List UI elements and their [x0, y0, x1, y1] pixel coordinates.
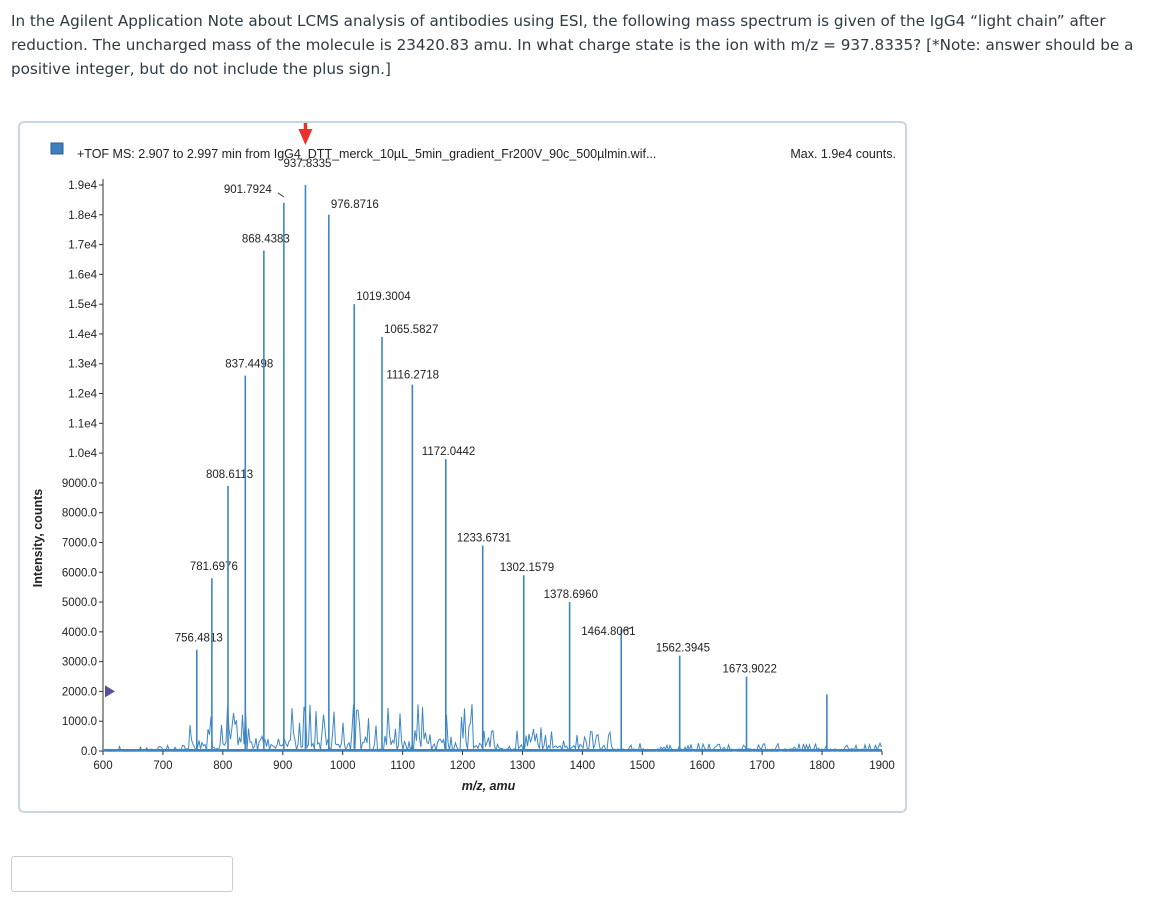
peak-label: 1233.6731 [457, 532, 511, 544]
max-counts-label: Max. 1.9e4 counts. [790, 147, 896, 161]
y-tick-label: 1.9e4 [68, 180, 97, 192]
y-tick-label: 5000.0 [62, 597, 97, 609]
x-tick-label: 1000 [330, 760, 356, 772]
x-axis-label: m/z, amu [462, 779, 516, 793]
peak-label: 1019.3004 [356, 291, 411, 303]
legend-swatch [50, 142, 64, 155]
mass-spectrum-figure: +TOF MS: 2.907 to 2.997 min from IgG4_DT… [18, 121, 907, 813]
mass-spectrum-chart: +TOF MS: 2.907 to 2.997 min from IgG4_DT… [31, 123, 896, 793]
x-tick-label: 1800 [809, 760, 835, 772]
peak-label: 1673.9022 [723, 664, 777, 676]
answer-input[interactable] [11, 856, 233, 892]
y-tick-label: 2000.0 [62, 686, 97, 698]
y-axis-label: Intensity, counts [31, 489, 45, 587]
y-tick-label: 7000.0 [62, 537, 97, 549]
peak-label: 901.7924 [224, 184, 273, 196]
x-tick-label: 1100 [390, 760, 415, 772]
y-tick-label: 1.6e4 [68, 269, 97, 281]
threshold-marker-icon [105, 685, 115, 698]
peak-label: 1172.0442 [422, 446, 476, 458]
x-tick-label: 1600 [689, 760, 715, 772]
y-tick-label: 4000.0 [62, 627, 97, 639]
y-tick-label: 8000.0 [62, 508, 97, 520]
y-tick-label: 0.0 [81, 746, 97, 758]
y-tick-label: 1.5e4 [68, 299, 97, 311]
x-tick-label: 1500 [630, 760, 656, 772]
red-arrow-head-icon [298, 129, 313, 145]
x-tick-label: 600 [93, 760, 112, 772]
y-tick-label: 1.3e4 [68, 359, 97, 371]
label-leader [277, 192, 285, 198]
peak-label: 1116.2718 [386, 370, 439, 382]
baseline-trace [102, 704, 882, 753]
peak-label: 808.6113 [206, 469, 253, 481]
y-tick-label: 1000.0 [62, 716, 97, 728]
peak-label: 1378.6960 [544, 589, 598, 601]
peak-label: 937.8335 [283, 158, 331, 170]
peak-label: 868.4383 [242, 234, 290, 246]
peak-label: 1464.8061 [581, 626, 635, 638]
y-tick-label: 1.1e4 [68, 418, 97, 430]
x-tick-label: 1300 [510, 760, 536, 772]
y-tick-label: 6000.0 [62, 567, 97, 579]
peak-label: 976.8716 [331, 199, 379, 211]
peak-label: 1302.1579 [500, 562, 554, 574]
x-tick-label: 1900 [869, 760, 895, 772]
y-tick-label: 1.4e4 [68, 329, 97, 341]
label-leader [623, 626, 634, 632]
x-tick-label: 1700 [749, 760, 775, 772]
x-tick-label: 1200 [450, 760, 476, 772]
question-text: In the Agilent Application Note about LC… [11, 12, 1134, 78]
peak-label: 756.4813 [175, 633, 223, 645]
x-tick-label: 1400 [570, 760, 596, 772]
y-tick-label: 1.0e4 [68, 448, 97, 460]
peak-label: 1065.5827 [384, 324, 438, 336]
peak-label: 781.6976 [190, 561, 238, 573]
y-tick-label: 3000.0 [62, 657, 97, 669]
y-tick-label: 1.8e4 [68, 210, 97, 222]
chart-title: +TOF MS: 2.907 to 2.997 min from IgG4_DT… [77, 147, 656, 161]
y-tick-label: 1.7e4 [68, 240, 97, 252]
y-tick-label: 1.2e4 [68, 389, 97, 401]
y-tick-label: 9000.0 [62, 478, 97, 490]
x-tick-label: 900 [273, 760, 292, 772]
x-tick-label: 800 [213, 760, 232, 772]
peak-label: 837.4498 [225, 359, 273, 371]
x-tick-label: 700 [153, 760, 172, 772]
peak-label: 1562.3945 [656, 643, 710, 655]
